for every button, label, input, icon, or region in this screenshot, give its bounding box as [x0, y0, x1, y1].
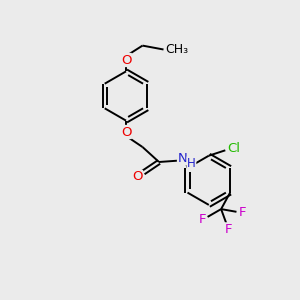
Text: F: F: [199, 213, 206, 226]
Text: N: N: [178, 152, 187, 165]
Text: F: F: [225, 223, 232, 236]
Text: O: O: [121, 53, 131, 67]
Text: CH₃: CH₃: [165, 43, 189, 56]
Text: Cl: Cl: [227, 142, 240, 155]
Text: O: O: [121, 125, 131, 139]
Text: H: H: [187, 157, 196, 170]
Text: O: O: [132, 170, 143, 184]
Text: F: F: [238, 206, 246, 219]
